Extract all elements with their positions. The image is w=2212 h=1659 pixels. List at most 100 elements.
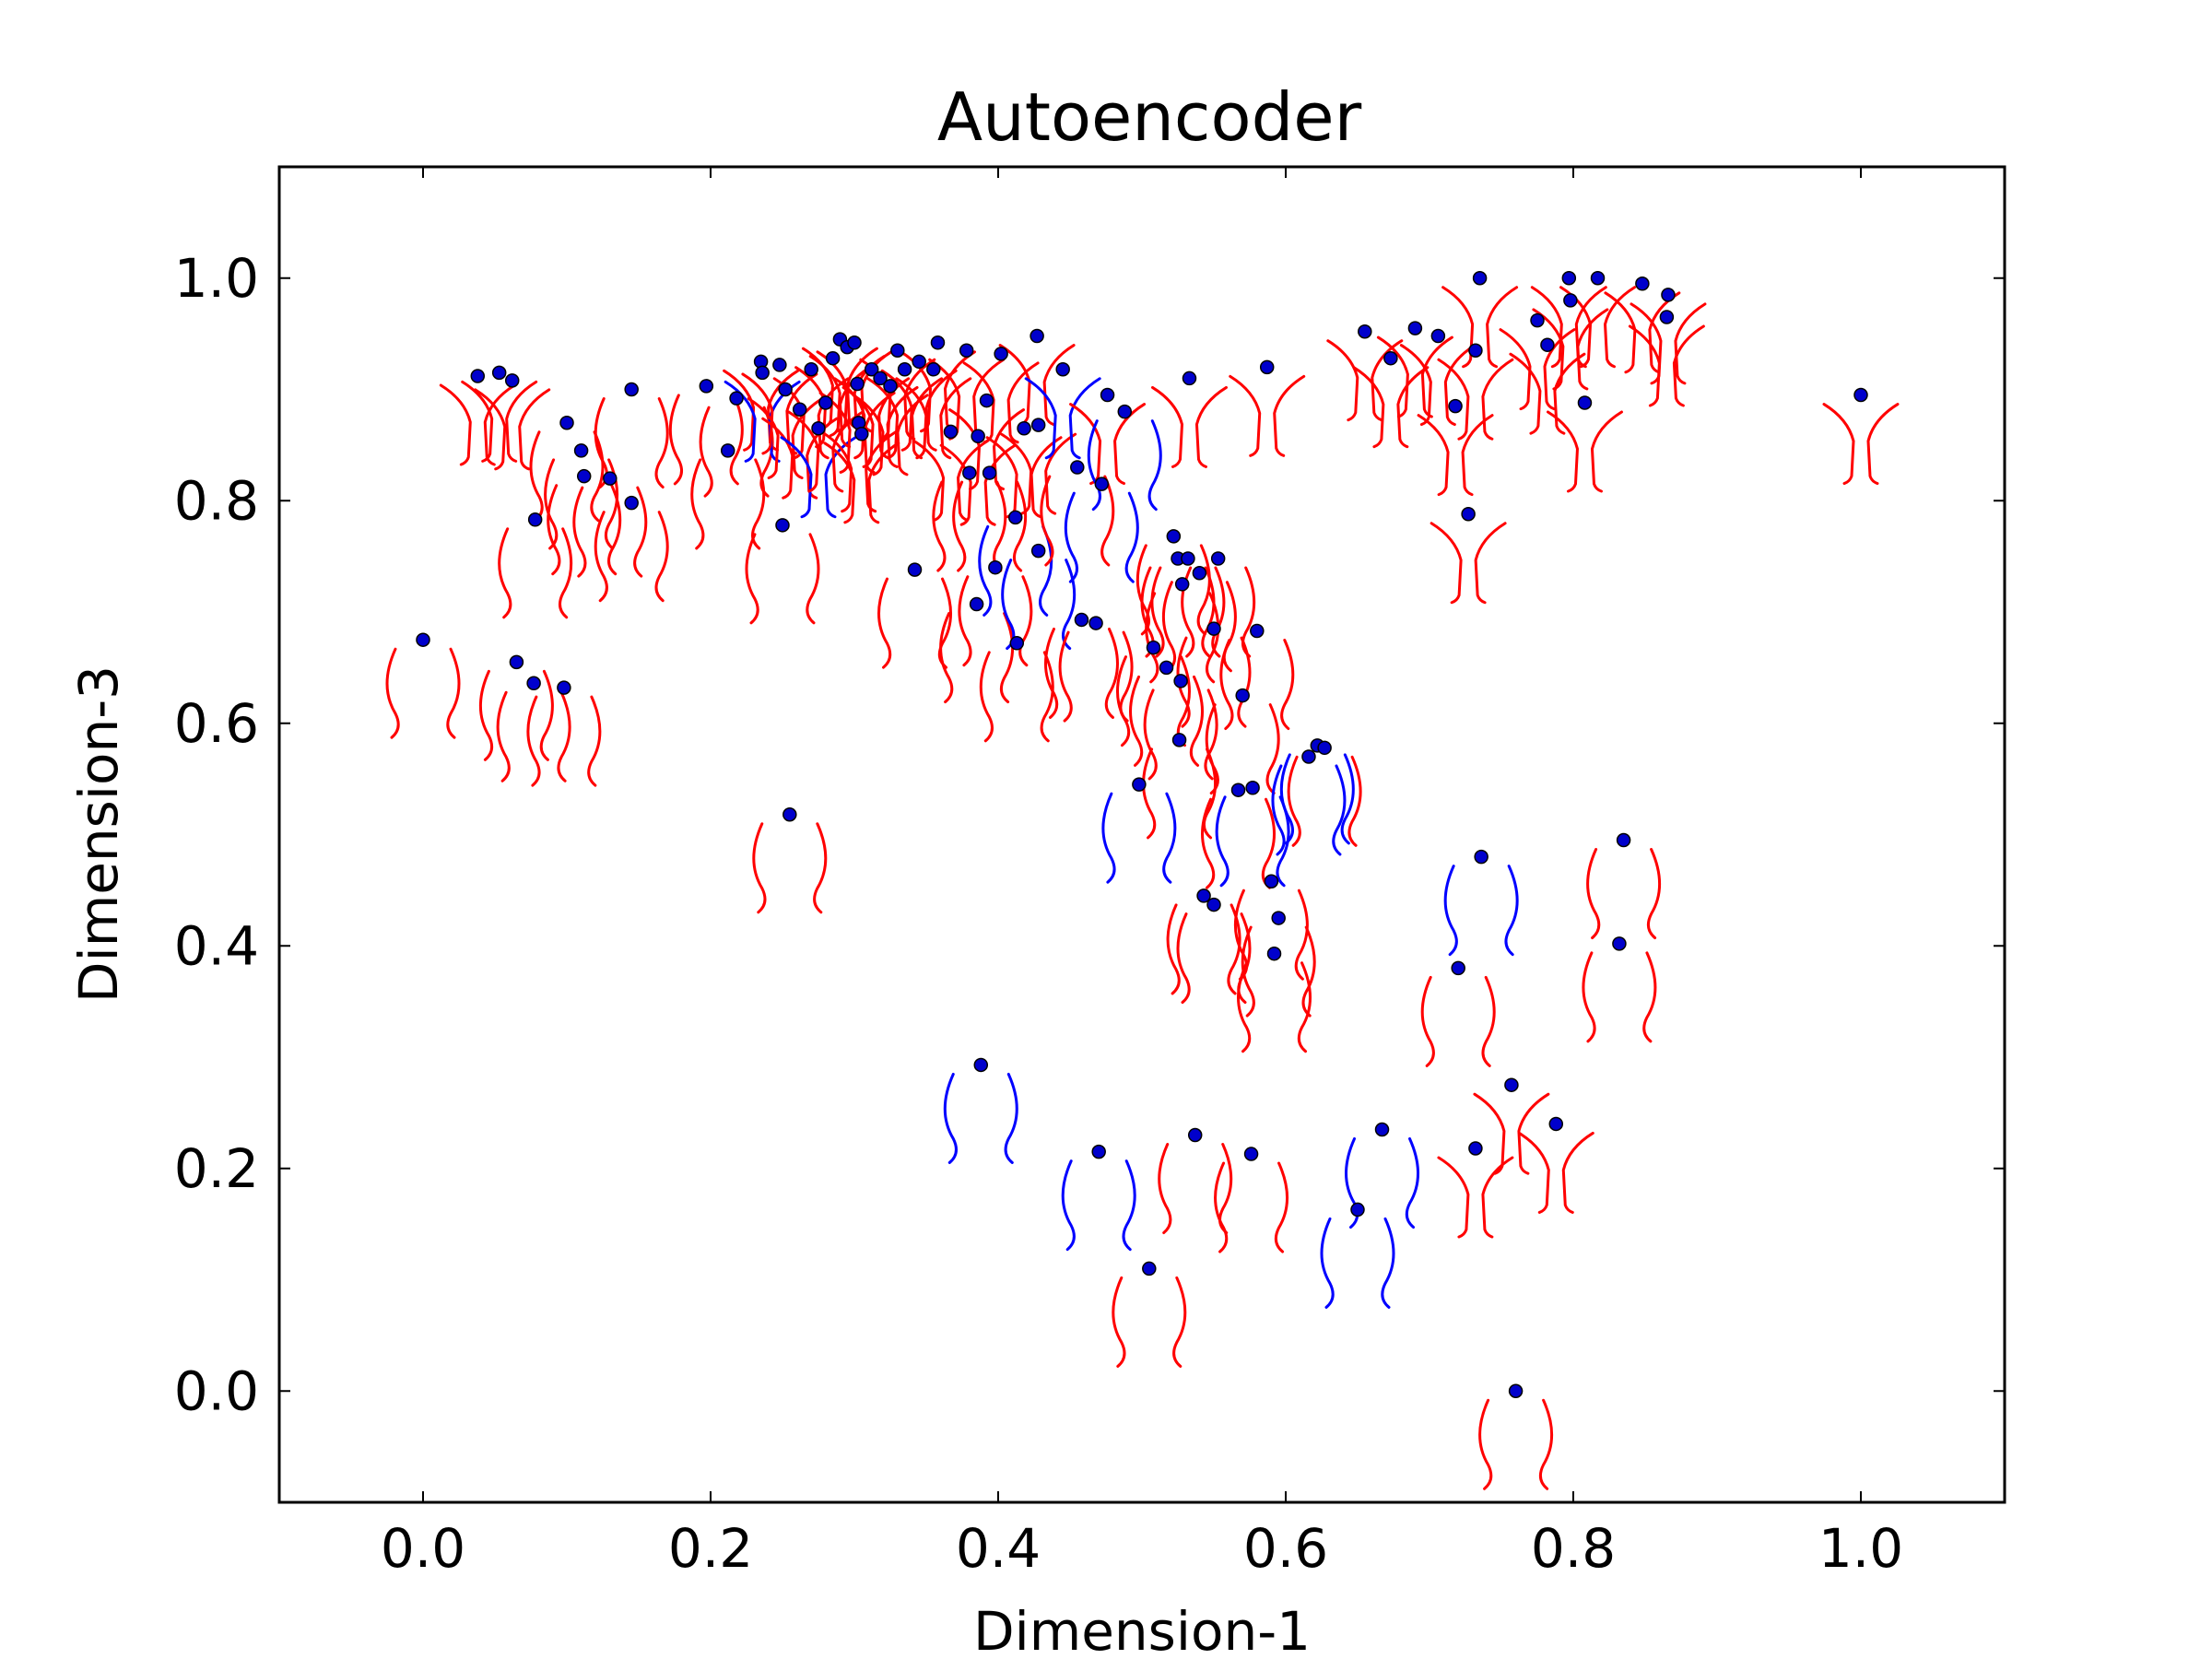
- point-glyph: [943, 1072, 1018, 1164]
- data-point: [890, 343, 905, 358]
- glyph-curve: [1145, 592, 1220, 684]
- glyph-curve: [912, 439, 990, 522]
- data-point: [1055, 362, 1070, 377]
- data-point: [576, 468, 592, 484]
- data-point: [1530, 312, 1545, 328]
- point-glyph: [1586, 848, 1661, 940]
- data-point: [1468, 1141, 1483, 1156]
- point-glyph: [1582, 951, 1657, 1043]
- glyph-curve: [1630, 302, 1707, 385]
- data-point: [573, 443, 589, 458]
- data-point: [1407, 321, 1423, 335]
- glyph-curve: [1219, 639, 1295, 731]
- point-glyph: [1000, 432, 1077, 515]
- data-point: [811, 421, 826, 436]
- point-glyph: [1150, 385, 1228, 468]
- point-glyph: [668, 394, 744, 486]
- data-point: [1174, 577, 1190, 592]
- data-point: [1030, 543, 1046, 559]
- data-point: [1259, 359, 1275, 375]
- point-glyph: [1352, 366, 1430, 449]
- plot-frame: [277, 165, 2006, 1504]
- glyph-curve: [1822, 403, 1900, 486]
- data-point: [1659, 310, 1675, 324]
- point-glyph: [939, 612, 1014, 704]
- glyph-curve: [823, 441, 900, 524]
- data-point: [1266, 946, 1282, 961]
- glyph-curve: [1352, 366, 1430, 449]
- data-point: [1358, 324, 1372, 339]
- data-point: [982, 465, 997, 480]
- glyph-curve: [1604, 291, 1681, 374]
- data-point: [1577, 395, 1593, 410]
- glyph-curve: [461, 380, 538, 463]
- y-tick-label: 0.0: [174, 1359, 259, 1422]
- data-point: [943, 424, 959, 440]
- glyph-curve: [1241, 925, 1316, 1018]
- glyph-curve: [1473, 1092, 1550, 1175]
- data-point: [1206, 621, 1221, 636]
- glyph-curve: [979, 651, 1054, 743]
- data-point: [1661, 288, 1676, 302]
- data-point: [1187, 1127, 1203, 1143]
- glyph-curve: [529, 430, 605, 523]
- point-glyph: [1287, 755, 1362, 847]
- data-point: [624, 495, 639, 511]
- data-point: [1091, 1144, 1106, 1159]
- point-glyph: [1630, 302, 1707, 385]
- point-glyph: [1214, 1161, 1288, 1253]
- glyph-curve: [939, 612, 1014, 704]
- point-glyph: [572, 486, 648, 578]
- point-glyph: [1320, 1217, 1395, 1309]
- data-point: [1171, 733, 1187, 747]
- point-glyph: [1219, 639, 1295, 731]
- point-glyph: [1517, 1131, 1594, 1214]
- data-point: [1448, 398, 1463, 414]
- data-point: [1271, 911, 1286, 925]
- data-point: [1563, 293, 1578, 308]
- data-point: [526, 676, 541, 691]
- data-point: [792, 402, 807, 417]
- data-point: [1117, 404, 1133, 419]
- data-point: [1182, 371, 1197, 386]
- data-point: [1548, 1116, 1564, 1132]
- data-point: [778, 382, 793, 397]
- data-point: [847, 335, 862, 350]
- glyph-curve: [1546, 410, 1623, 493]
- data-point: [1192, 565, 1207, 581]
- glyph-curve: [1040, 475, 1115, 567]
- glyph-curve: [1417, 414, 1494, 497]
- data-point: [1009, 636, 1025, 651]
- glyph-curve: [498, 527, 573, 619]
- point-glyph: [1417, 414, 1494, 497]
- point-glyph: [1326, 339, 1404, 422]
- glyph-curve: [496, 690, 571, 782]
- data-point: [907, 562, 923, 577]
- point-glyph: [912, 439, 990, 522]
- data-point: [1350, 1202, 1365, 1218]
- x-tick-label: 0.8: [1531, 1517, 1616, 1580]
- glyph-curve: [1532, 308, 1609, 391]
- data-point: [1030, 328, 1044, 344]
- point-glyph: [747, 397, 824, 479]
- data-point: [603, 471, 618, 486]
- data-point: [1235, 688, 1250, 703]
- glyph-curve: [1229, 374, 1306, 457]
- x-tick-label: 1.0: [1818, 1517, 1903, 1580]
- point-layer: [416, 271, 1868, 1398]
- data-point: [755, 365, 770, 381]
- glyph-curve: [1000, 432, 1077, 515]
- y-tick-label: 0.6: [174, 692, 259, 755]
- point-glyph: [439, 383, 516, 466]
- data-point: [1245, 781, 1260, 795]
- glyph-curve: [1237, 961, 1312, 1053]
- data-point: [491, 365, 507, 381]
- glyph-curve: [668, 394, 744, 486]
- glyph-curve: [1345, 1136, 1419, 1229]
- point-glyph: [1437, 358, 1514, 441]
- data-point: [624, 382, 639, 397]
- data-point: [1094, 477, 1110, 491]
- point-glyph: [479, 669, 554, 761]
- x-tick-label: 0.2: [668, 1517, 753, 1580]
- glyph-curve: [1443, 865, 1519, 957]
